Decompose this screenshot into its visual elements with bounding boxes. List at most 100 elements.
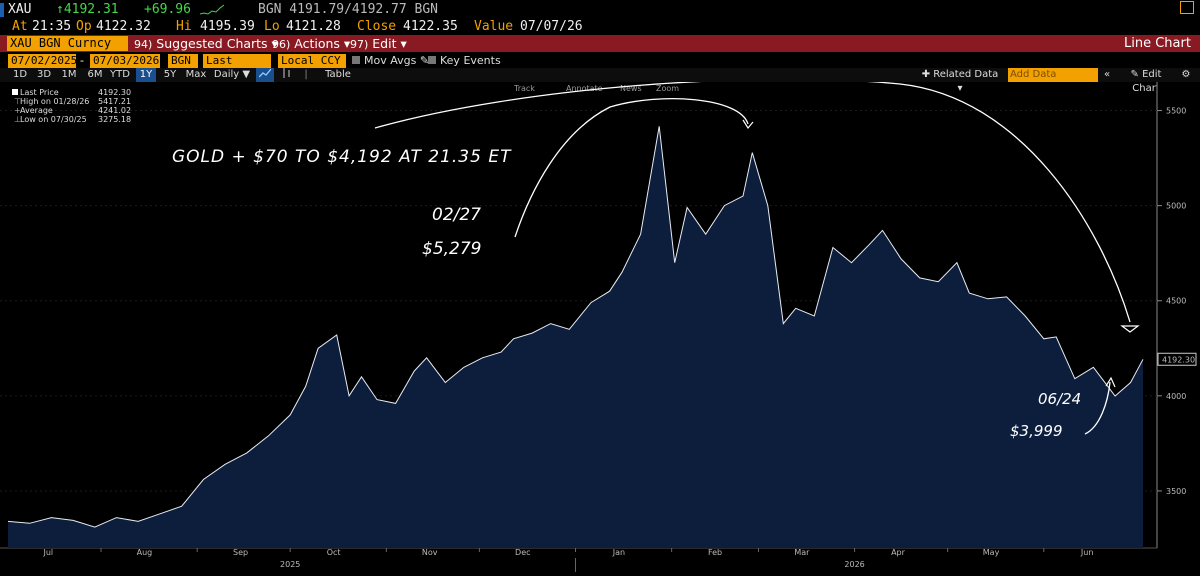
low-arrow	[1084, 381, 1111, 435]
legend-low-value: 3275.18	[98, 115, 132, 124]
table-toggle[interactable]: Table	[325, 69, 351, 80]
y-tick-label: 5000	[1166, 202, 1186, 211]
year-label: 2026	[844, 560, 864, 569]
date-controls: 07/02/2025 - 07/03/2026 BGN Last Price L…	[0, 53, 1200, 81]
menu-actions[interactable]: 96) Actions ▾	[272, 36, 351, 51]
last-price: ↑4192.31	[56, 2, 119, 17]
price-change: +69.96	[144, 2, 191, 17]
x-tick-label: Oct	[327, 548, 341, 557]
collapse-icon[interactable]: «	[1103, 69, 1111, 80]
close-label: Close	[357, 19, 397, 34]
at-label: At	[12, 19, 28, 34]
zoom-tool[interactable]: Zoom	[656, 84, 679, 93]
checkbox-icon	[352, 56, 360, 64]
security-field[interactable]: XAU BGN Curncy	[7, 36, 128, 51]
period-1d[interactable]: 1D	[12, 69, 28, 80]
x-tick-label: May	[983, 548, 1000, 557]
low-date-annotation: 06/24	[1038, 390, 1081, 408]
key-events-toggle[interactable]: Key Events	[428, 53, 501, 68]
x-tick-label: Apr	[891, 548, 906, 557]
window-frame-icon[interactable]	[1180, 1, 1194, 14]
security-marker	[0, 3, 4, 17]
x-tick-label: Jul	[42, 548, 53, 557]
arrowhead-icon	[742, 119, 754, 130]
period-3d[interactable]: 3D	[36, 69, 52, 80]
line-chart-icon[interactable]	[256, 68, 274, 82]
x-tick-label: Nov	[422, 548, 438, 557]
candle-chart-icon[interactable]	[278, 68, 296, 82]
year-label: 2025	[280, 560, 300, 569]
annotations: GOLD + $70 TO $4,192 AT 21.35 ET 02/27 $…	[172, 82, 1140, 440]
start-date-field[interactable]: 07/02/2025	[8, 54, 77, 68]
mov-avgs-toggle[interactable]: Mov Avgs ✎	[352, 53, 429, 68]
news-tool[interactable]: News	[620, 84, 642, 93]
period-6m[interactable]: 6M	[87, 69, 103, 80]
hi-label: Hi	[176, 19, 192, 34]
settings-gear-icon[interactable]: ⚙	[1181, 69, 1191, 80]
headline-annotation: GOLD + $70 TO $4,192 AT 21.35 ET	[172, 147, 512, 167]
legend-high-value: 5417.21	[98, 97, 132, 106]
related-data-menu[interactable]: ✚ Related Data ▾	[921, 69, 999, 94]
ticker-symbol: XAU	[8, 2, 32, 17]
low-marker-icon: ⊥	[14, 115, 21, 124]
ticker-line: XAU ↑4192.31 +69.96 BGN 4191.79/4192.77 …	[0, 0, 1200, 20]
menu-bar: XAU BGN Curncy 94) Suggested Charts ▾ 96…	[0, 35, 1200, 52]
high-marker-icon: ⊤	[14, 97, 21, 106]
period-1y[interactable]: 1Y	[136, 68, 156, 82]
edit-chart-button[interactable]: ✎ Edit Chart	[1130, 69, 1162, 94]
lo-value: 4121.28	[286, 19, 341, 34]
source-field[interactable]: BGN	[168, 54, 198, 68]
period-ytd[interactable]: YTD	[110, 69, 130, 80]
track-tool[interactable]: Track	[513, 84, 535, 93]
divider: |	[304, 69, 308, 80]
price-line	[7, 126, 1144, 528]
menu-edit[interactable]: 97) Edit ▾	[350, 36, 407, 51]
price-area	[8, 126, 1143, 549]
legend-swatch	[12, 89, 18, 95]
average-marker-icon: +	[14, 106, 21, 115]
period-5y[interactable]: 5Y	[163, 69, 177, 80]
legend-last-value: 4192.30	[98, 88, 132, 97]
frequency-select[interactable]: Daily ▼	[213, 69, 251, 80]
right-axis-bg	[1157, 82, 1200, 576]
period-1m[interactable]: 1M	[61, 69, 77, 80]
x-tick-label: Feb	[708, 548, 722, 557]
peak-date-annotation: 02/27	[432, 205, 481, 225]
legend-average-label: Average	[20, 106, 53, 115]
field-select[interactable]: Last Price	[203, 54, 271, 81]
bid-ask: BGN 4191.79/4192.77 BGN	[258, 2, 439, 17]
legend-last-label: Last Price	[20, 88, 59, 97]
op-label: Op	[76, 19, 92, 34]
y-axis-ticks: 3500 4000 4500 5000 5500	[1157, 107, 1186, 496]
period-selector: 1D 3D 1M 6M YTD 1Y 5Y Max Daily ▼ | Tabl…	[0, 68, 1200, 94]
legend-low-label: Low on 07/30/25	[20, 115, 87, 124]
close-value: 4122.35	[403, 19, 458, 34]
currency-select[interactable]: Local CCY	[278, 54, 346, 68]
peak-arrow	[514, 98, 749, 238]
x-axis-ticks: Jul Aug Sep Oct Nov Dec Jan Feb Mar Apr May Jun 2025…	[42, 548, 1093, 572]
value-label: Value	[474, 19, 514, 34]
last-price-label: 4192.30	[1162, 355, 1195, 364]
x-tick-label: Sep	[233, 548, 248, 557]
y-tick-label: 4000	[1166, 392, 1186, 401]
last-price-marker: 4192.30	[1157, 352, 1197, 366]
end-date-field[interactable]: 07/03/2026	[90, 54, 160, 68]
period-max[interactable]: Max	[185, 69, 207, 80]
x-tick-label: Jun	[1080, 548, 1094, 557]
open-value: 4122.32	[96, 19, 151, 34]
add-data-field[interactable]: Add Data	[1008, 68, 1098, 82]
legend-high-label: High on 01/28/26	[20, 97, 90, 106]
chart-toolbar: Track Annotate News Zoom	[513, 84, 679, 93]
arrowhead-icon	[1105, 376, 1116, 388]
chart-legend: Last Price 4192.30 ⊤ High on 01/28/26 54…	[12, 88, 132, 128]
y-tick-label: 5500	[1166, 107, 1186, 116]
chart-type-title: Line Chart	[1124, 36, 1191, 51]
peak-value-annotation: $5,279	[422, 239, 481, 259]
lo-label: Lo	[264, 19, 280, 34]
menu-suggested-charts[interactable]: 94) Suggested Charts ▾	[134, 36, 278, 51]
legend-average-value: 4241.02	[98, 106, 132, 115]
date-separator: -	[80, 54, 84, 67]
annotate-tool[interactable]: Annotate	[566, 84, 603, 93]
low-value-annotation: $3,999	[1010, 422, 1063, 440]
